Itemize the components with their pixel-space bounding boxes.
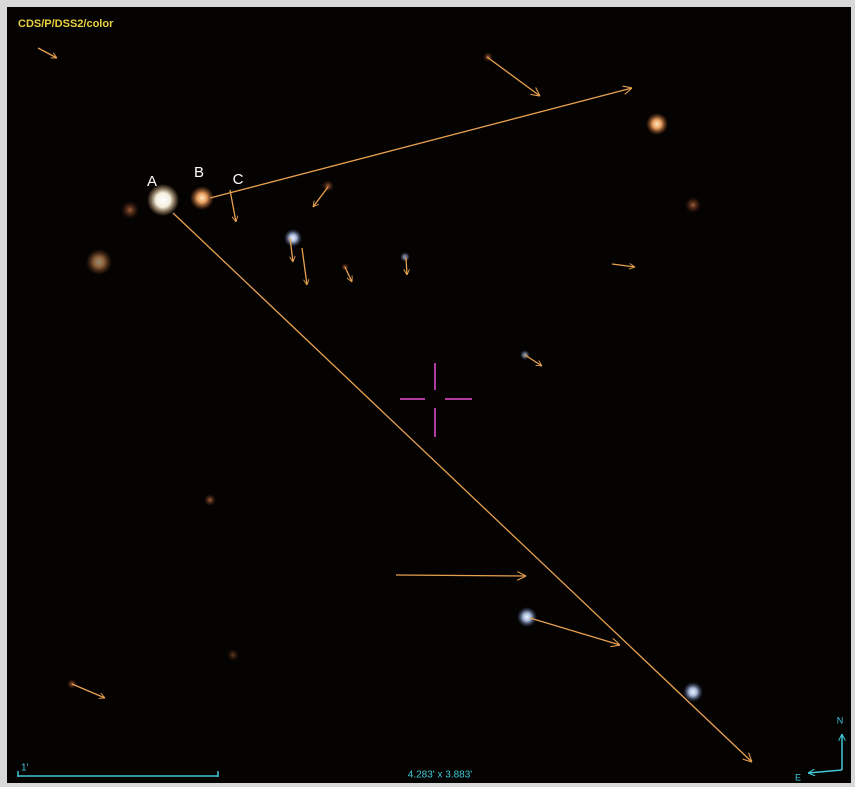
compass [808,734,842,773]
proper-motion-vectors [37,47,752,762]
crosshair [400,363,472,437]
compass-east: E [795,772,801,782]
field-size: 4.283' x 3.883' [408,770,473,781]
compass-north: N [837,715,844,725]
star-label: A [147,173,157,190]
scale-bar [17,771,219,777]
star-label: B [194,164,204,181]
survey-label: CDS/P/DSS2/color [18,18,114,30]
scale-label: 1' [21,763,29,774]
star-label: C [233,171,244,188]
sky-image [7,7,851,783]
stars [67,52,703,702]
